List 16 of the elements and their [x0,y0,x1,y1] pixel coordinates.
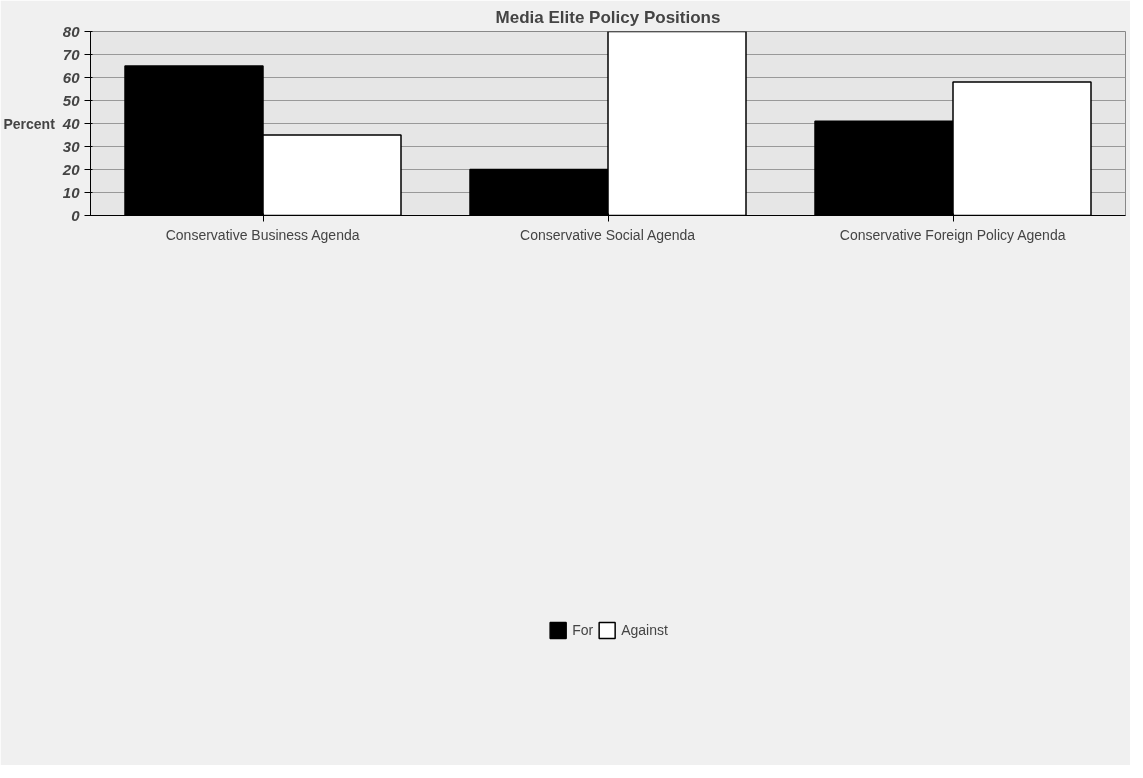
y-tick-label: 60 [62,68,81,86]
y-axis-title: Percent [3,115,56,132]
y-tick-label: 70 [62,45,81,63]
y-tick-label: 50 [62,91,81,109]
legend-label: Against [621,622,668,638]
x-tick-label: Conservative Business Agenda [165,226,360,243]
y-tick-label: 0 [71,206,81,224]
chart-title: Media Elite Policy Positions [495,7,721,27]
y-tick-label: 20 [61,160,81,178]
x-tick-label: Conservative Foreign Policy Agenda [839,226,1066,243]
y-tick-label: 80 [62,22,81,40]
y-tick-label: 10 [62,183,81,201]
x-tick-label: Conservative Social Agenda [520,226,696,243]
legend-label: For [572,622,594,638]
y-tick-label: 40 [61,114,81,132]
y-tick-label: 30 [62,137,81,155]
